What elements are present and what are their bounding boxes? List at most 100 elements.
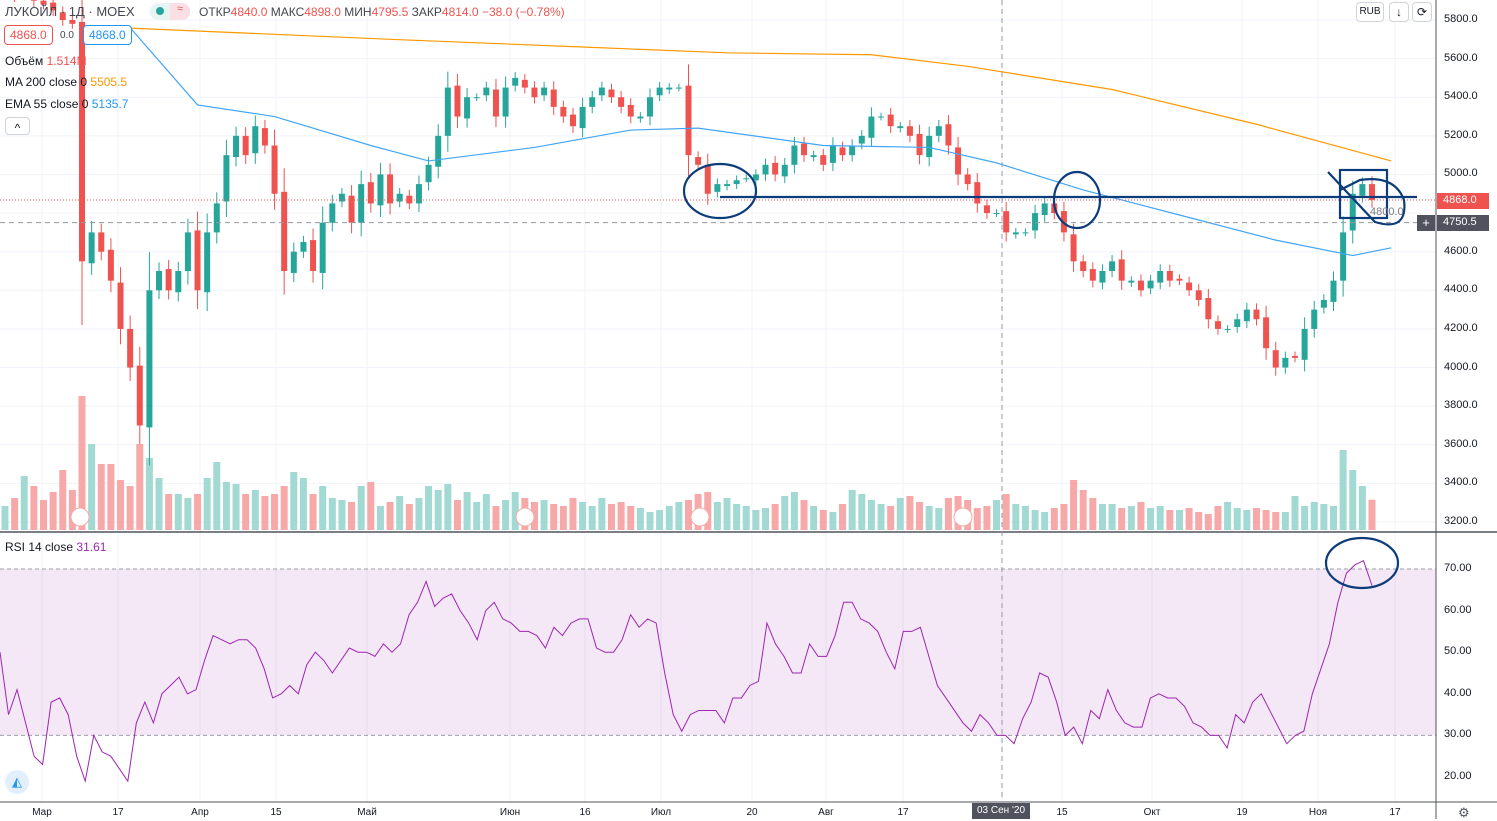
volume-bar — [627, 506, 635, 530]
candle-body — [531, 87, 538, 98]
volume-bar — [983, 506, 991, 530]
volume-bar — [944, 498, 952, 530]
candle-body — [637, 116, 644, 119]
circle-drawing — [1052, 170, 1102, 230]
volume-bar — [723, 498, 731, 530]
rsi-legend[interactable]: RSI 14 close 31.61 — [5, 540, 106, 554]
candle-body — [1340, 232, 1347, 281]
candle-body — [1234, 319, 1241, 327]
volume-bar — [203, 478, 211, 530]
collapse-legend-button[interactable]: ^ — [5, 117, 30, 135]
volume-bar — [482, 494, 490, 530]
candle-body — [598, 87, 605, 96]
candle-body — [1166, 271, 1173, 281]
volume-bar — [136, 444, 144, 530]
event-marker-icon — [515, 507, 535, 527]
rsi-tick-label: 30.00 — [1444, 728, 1472, 741]
volume-bar — [925, 506, 933, 530]
symbol-title[interactable]: ЛУКОЙЛ · 1Д · MOEX — [5, 4, 135, 19]
candle-body — [1359, 184, 1366, 196]
rsi-tick-label: 20.00 — [1444, 770, 1472, 782]
volume-bar — [1021, 506, 1029, 530]
time-tick-label: Авг — [818, 807, 834, 818]
volume-bar — [184, 498, 192, 530]
volume-bar — [733, 504, 741, 530]
volume-value: 1.514M — [46, 54, 87, 68]
candle-body — [1214, 321, 1221, 329]
candle-body — [1186, 282, 1193, 291]
candle-body — [685, 85, 692, 156]
rsi-tick-label: 50.00 — [1444, 645, 1472, 658]
volume-bar — [877, 504, 885, 530]
tradingview-logo-icon[interactable]: ◭ — [5, 770, 29, 794]
volume-bar — [935, 508, 943, 530]
candle-body — [464, 97, 471, 119]
candle-body — [1205, 298, 1212, 320]
candle-body — [666, 87, 673, 90]
buy-button[interactable]: 4868.0 — [83, 25, 132, 45]
volume-bar — [1079, 490, 1087, 530]
candle-body — [733, 180, 740, 185]
market-status[interactable]: ≈ — [150, 3, 190, 20]
candle-body — [1272, 350, 1279, 368]
price-tick-label: 3800.0 — [1444, 399, 1478, 412]
rsi-value: 31.61 — [76, 540, 107, 554]
candle-body — [945, 124, 952, 146]
volume-bar — [1224, 502, 1232, 530]
candle-body — [454, 85, 461, 117]
candle-body — [752, 174, 759, 181]
candle-body — [1137, 280, 1144, 291]
volume-bar — [607, 504, 615, 530]
time-tick-label: Апр — [191, 807, 209, 818]
rectangle-drawing — [1338, 168, 1389, 220]
ma-legend[interactable]: MA 200 close 0 5505.5 — [5, 75, 127, 89]
volume-bar — [78, 396, 86, 530]
auto-scale-button[interactable]: ⟳ — [1412, 2, 1432, 22]
volume-bar — [675, 502, 683, 530]
time-tick-label: 17 — [1389, 807, 1401, 818]
candle-body — [695, 157, 702, 165]
volume-bar — [1127, 506, 1135, 530]
time-tick-label: Июн — [499, 807, 521, 818]
volume-bar — [396, 496, 404, 530]
volume-bar — [1156, 506, 1164, 530]
candle-body — [1349, 193, 1356, 231]
scroll-to-latest-button[interactable]: ↓ — [1389, 2, 1409, 22]
volume-bar — [1031, 510, 1039, 530]
sell-button[interactable]: 4868.0 — [4, 25, 53, 45]
candle-body — [1012, 232, 1019, 235]
time-tick-label: 16 — [579, 807, 591, 818]
candle-body — [589, 97, 596, 107]
candle-body — [743, 178, 750, 180]
volume-bar — [829, 512, 837, 530]
price-tick-label: 3400.0 — [1444, 476, 1478, 489]
settings-gear-icon[interactable]: ⚙ — [1458, 805, 1470, 820]
candle-body — [541, 87, 548, 96]
candle-body — [338, 193, 345, 202]
candle-body — [69, 20, 76, 24]
add-alert-plus-icon[interactable]: + — [1417, 215, 1435, 231]
candle-body — [377, 174, 384, 206]
volume-bar — [145, 458, 153, 530]
currency-button[interactable]: RUB — [1356, 2, 1384, 22]
event-marker-icon — [953, 507, 973, 527]
candle-body — [184, 232, 191, 271]
volume-bar — [1214, 506, 1222, 530]
volume-bar — [194, 494, 202, 530]
circle-drawing — [682, 162, 758, 220]
price-tick-label: 4200.0 — [1444, 321, 1478, 334]
volume-bar — [800, 500, 808, 530]
volume-bar — [1233, 508, 1241, 530]
candle-body — [926, 135, 933, 158]
ema-legend[interactable]: EMA 55 close 0 5135.7 — [5, 97, 128, 111]
candle-body — [579, 106, 586, 129]
volume-bar — [1272, 512, 1280, 530]
volume-bar — [1012, 504, 1020, 530]
volume-bar — [790, 492, 798, 530]
candle-body — [550, 89, 557, 107]
volume-bar — [752, 510, 760, 530]
rsi-tick-label: 70.00 — [1444, 562, 1472, 574]
volume-bar — [328, 498, 336, 530]
volume-bar — [415, 498, 423, 530]
